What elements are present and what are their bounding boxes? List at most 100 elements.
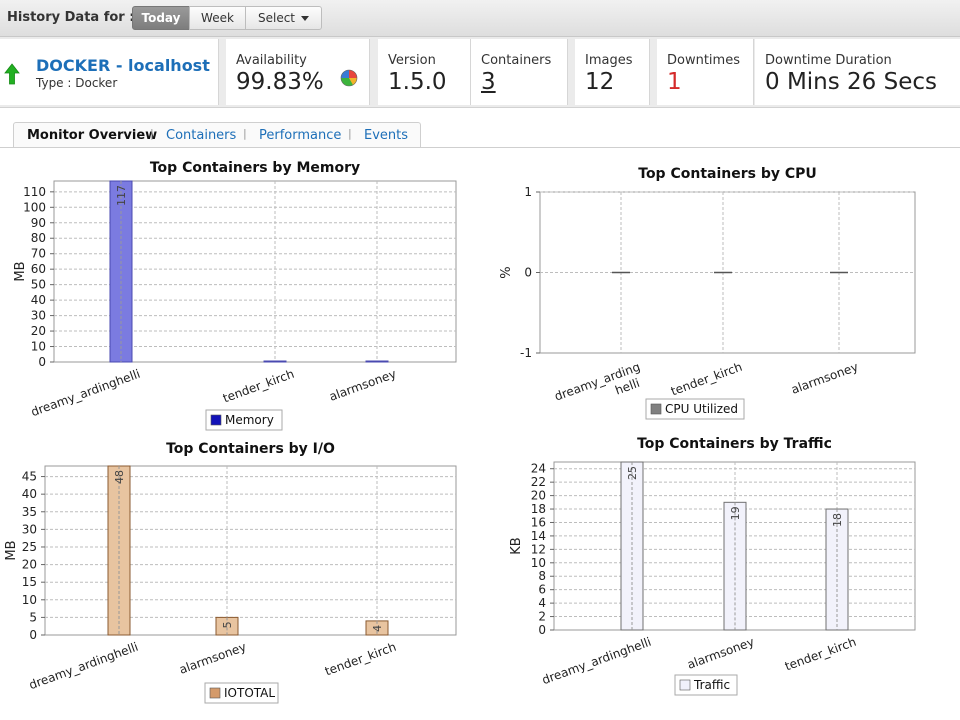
history-label: History Data for :	[7, 10, 135, 25]
y-tick-label: 24	[531, 462, 546, 476]
history-bar: History Data for : Today Week Select	[0, 0, 960, 37]
x-tick-label: dreamy_ardinghelli	[29, 367, 142, 420]
pie-chart-icon[interactable]	[340, 69, 358, 87]
data-label: 117	[115, 185, 128, 206]
legend-label: Memory	[225, 413, 274, 427]
tab-separator: |	[348, 127, 352, 140]
y-tick-label: 30	[31, 309, 46, 323]
x-tick-label: dreamy_ardinghelli	[27, 640, 140, 693]
bar	[723, 501, 747, 631]
data-label: 5	[221, 621, 234, 628]
y-tick-label: 0	[524, 266, 532, 280]
downtime-duration-card: Downtime Duration 0 Mins 26 Secs	[755, 39, 960, 105]
availability-card: Availability 99.83%	[226, 39, 370, 105]
y-tick-label: 15	[22, 575, 37, 589]
y-tick-label: 1	[524, 185, 532, 199]
y-tick-label: 40	[22, 487, 37, 501]
x-tick-label: tender_kirch	[323, 640, 398, 679]
y-tick-label: 0	[29, 628, 37, 642]
y-tick-label: 90	[31, 216, 46, 230]
week-button[interactable]: Week	[189, 6, 246, 30]
tab-monitor-overview[interactable]: Monitor Overview	[27, 128, 158, 143]
select-label: Select	[257, 11, 296, 25]
data-label: 25	[626, 466, 639, 480]
x-tick-label: alarmsoney	[685, 635, 756, 672]
monitor-name-link[interactable]: DOCKER - localhost	[36, 56, 210, 75]
y-tick-label: 6	[538, 583, 546, 597]
legend-label: IOTOTAL	[224, 686, 275, 700]
x-tick-label-line: dreamy_ardinghelli	[27, 640, 140, 693]
version-label: Version	[388, 53, 436, 68]
containers-count-link[interactable]: 3	[481, 69, 496, 95]
x-tick-label: alarmsoney	[177, 640, 248, 677]
y-tick-label: -1	[520, 346, 532, 360]
images-value: 12	[585, 69, 615, 95]
tab-separator: |	[243, 127, 247, 140]
legend-swatch	[209, 687, 221, 699]
summary-bar: DOCKER - localhost Type : Docker Availab…	[0, 37, 960, 108]
x-tick-label-line: tender_kirch	[669, 360, 744, 399]
y-axis-label: MB	[4, 540, 19, 560]
tab-events[interactable]: Events	[364, 128, 409, 143]
y-tick-label: 35	[22, 505, 37, 519]
x-tick-label: alarmsoney	[789, 360, 860, 397]
chart-title: Top Containers by Memory	[150, 160, 360, 176]
tab-containers[interactable]: Containers	[166, 128, 237, 143]
legend-swatch	[650, 403, 662, 415]
y-axis-label: KB	[509, 537, 524, 554]
tab-separator: |	[150, 127, 154, 140]
traffic-chart: Top Containers by Traffic024681012141618…	[509, 436, 916, 696]
x-tick-label-line: alarmsoney	[327, 367, 398, 404]
x-tick-label: tender_kirch	[669, 360, 744, 399]
tab-performance[interactable]: Performance	[259, 128, 342, 143]
legend-swatch	[210, 414, 222, 426]
y-tick-label: 70	[31, 247, 46, 261]
y-tick-label: 50	[31, 278, 46, 292]
x-tick-label-line: alarmsoney	[789, 360, 860, 397]
today-button[interactable]: Today	[132, 6, 190, 30]
containers-label: Containers	[481, 53, 552, 68]
x-tick-label-line: dreamy_ardinghelli	[540, 635, 653, 688]
y-axis-label: %	[499, 266, 514, 278]
availability-value: 99.83%	[236, 69, 324, 95]
io-chart: Top Containers by I/O051015202530354045M…	[4, 441, 457, 704]
y-tick-label: 10	[31, 340, 46, 354]
legend-label: Traffic	[693, 678, 730, 692]
legend-box	[645, 398, 745, 420]
tab-bar: Monitor Overview | Containers | Performa…	[13, 122, 421, 148]
images-card: Images 12	[575, 39, 650, 105]
y-tick-label: 40	[31, 293, 46, 307]
bar	[365, 360, 389, 363]
select-dropdown[interactable]: Select	[245, 6, 322, 30]
x-tick-label: tender_kirch	[783, 635, 858, 674]
containers-card: Containers 3	[470, 39, 568, 105]
y-tick-label: 18	[531, 502, 546, 516]
y-tick-label: 16	[531, 515, 546, 529]
data-label: 48	[113, 470, 126, 484]
chevron-down-icon	[301, 15, 310, 21]
downtime-duration-label: Downtime Duration	[765, 53, 892, 68]
y-tick-label: 20	[31, 324, 46, 338]
x-tick-label: dreamy_ardinghelli	[553, 360, 648, 418]
chart-title: Top Containers by CPU	[638, 166, 817, 182]
bar	[263, 360, 287, 363]
y-tick-label: 5	[29, 610, 37, 624]
downtime-duration-value: 0 Mins 26 Secs	[765, 69, 938, 95]
data-label: 4	[371, 625, 384, 632]
cpu-chart: Top Containers by CPU -1 0 1% dreamy_ardingh…	[499, 166, 916, 420]
x-tick-label-line: alarmsoney	[177, 640, 248, 677]
y-tick-label: 0	[38, 355, 46, 369]
y-tick-label: 25	[22, 540, 37, 554]
chart-title: Top Containers by Traffic	[637, 436, 832, 452]
x-tick-label-line: alarmsoney	[685, 635, 756, 672]
y-tick-label: 0	[538, 623, 546, 637]
legend-swatch	[679, 679, 691, 691]
data-label: 19	[729, 506, 742, 520]
x-tick-label: dreamy_ardinghelli	[540, 635, 653, 688]
y-tick-label: 8	[538, 569, 546, 583]
legend-label: CPU Utilized	[665, 402, 738, 416]
x-tick-label-line: tender_kirch	[783, 635, 858, 674]
y-tick-label: 80	[31, 231, 46, 245]
